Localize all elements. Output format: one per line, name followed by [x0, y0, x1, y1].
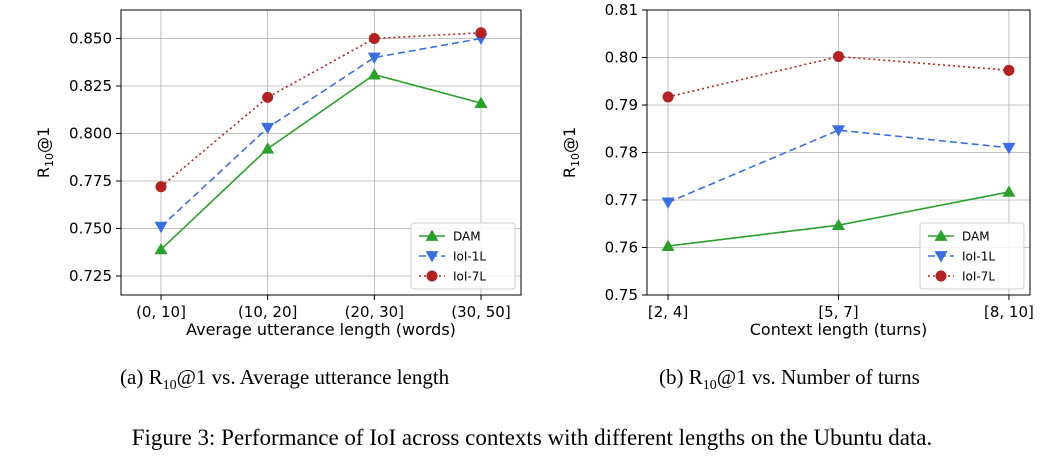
- data-point: [154, 242, 168, 255]
- y-axis-title-tail: @1: [34, 127, 53, 153]
- y-tick-label: 0.77: [605, 191, 638, 209]
- x-tick-label: [2, 4]: [648, 303, 688, 321]
- legend-label: IoI-7L: [962, 270, 995, 284]
- data-point: [1002, 185, 1016, 197]
- y-axis-title-sub: 10: [43, 153, 56, 167]
- data-point: [261, 142, 275, 154]
- subcaption-b-text: @1 vs. Number of turns: [716, 365, 920, 389]
- subcaption-b-label: (b): [659, 365, 684, 389]
- legend-marker: [425, 229, 439, 241]
- series-ioi-7l: [155, 27, 487, 193]
- series-ioi-7l: [662, 51, 1015, 103]
- x-tick-label: [8, 10]: [984, 303, 1034, 321]
- data-point: [475, 27, 487, 39]
- legend-marker: [935, 270, 947, 282]
- chart-2: 0.75 0.76 0.77 0.78 0.79 0.80 0.81 [2, 4] [5, 7]…: [560, 1, 1034, 339]
- y-tick-label: 0.850: [69, 30, 112, 48]
- legend-marker: [426, 270, 438, 282]
- legend-marker: [425, 251, 439, 263]
- data-point: [155, 181, 167, 193]
- figure-caption: Figure 3: Performance of IoI across cont…: [131, 425, 933, 450]
- y-axis-title: R10@1: [34, 127, 56, 178]
- data-point: [368, 33, 380, 44]
- plot-frame: [646, 9, 1031, 296]
- chart-1: 0.725 0.750 0.775 0.800 0.825 0.850 (0, 10] (10…: [34, 9, 522, 339]
- y-axis-title-sub: 10: [569, 153, 582, 167]
- subcaption-a-text: @1 vs. Average utterance length: [176, 365, 450, 389]
- legend: DAM IoI-1L IoI-7L: [919, 222, 1025, 290]
- data-point: [832, 125, 845, 137]
- series-dam: [661, 185, 1016, 251]
- x-tick-label: (0, 10]: [136, 303, 186, 321]
- legend-label: DAM: [453, 230, 481, 244]
- y-tick-label: 0.75: [605, 286, 638, 304]
- series-ioi-1l: [661, 125, 1016, 209]
- y-tick-label: 0.78: [605, 144, 638, 162]
- subcaption-a: (a) R10@1 vs. Average utterance length: [120, 365, 449, 394]
- data-point: [1002, 142, 1016, 155]
- y-tick-label: 0.76: [605, 239, 638, 257]
- y-tick-label: 0.825: [69, 77, 112, 95]
- legend-marker: [934, 251, 948, 263]
- data-point: [261, 122, 275, 135]
- data-point: [262, 91, 274, 103]
- y-tick-label: 0.79: [605, 96, 638, 114]
- data-point: [832, 218, 845, 231]
- subcaption-b: (b) R10@1 vs. Number of turns: [659, 365, 920, 394]
- subcaption-a-metric: R10: [148, 365, 177, 394]
- data-point: [833, 51, 844, 63]
- y-axis-title-main: R: [34, 167, 53, 178]
- data-point: [474, 96, 488, 108]
- y-tick-label: 0.80: [605, 49, 638, 67]
- x-axis-title: Context length (turns): [750, 320, 928, 339]
- series-line: [160, 73, 482, 250]
- series-line: [667, 129, 1010, 204]
- y-tick-label: 0.81: [605, 1, 638, 19]
- y-tick-label: 0.775: [69, 172, 112, 190]
- y-axis-title-main: R: [560, 167, 579, 178]
- series-line: [160, 32, 482, 188]
- y-tick-label: 0.725: [69, 267, 112, 285]
- data-point: [154, 221, 168, 234]
- subcaption-a-label: (a): [120, 365, 144, 389]
- y-axis-title: R10@1: [560, 127, 582, 178]
- legend-marker: [934, 229, 948, 241]
- data-point: [661, 197, 675, 209]
- plot-frame: [120, 9, 522, 296]
- x-tick-label: (30, 50]: [451, 303, 510, 321]
- x-axis-title: Average utterance length (words): [186, 320, 456, 339]
- data-point: [367, 68, 381, 80]
- data-point: [367, 52, 381, 64]
- x-tick-label: [5, 7]: [818, 303, 858, 321]
- legend-label: IoI-1L: [962, 250, 995, 264]
- x-tick-label: (10, 20]: [238, 303, 297, 321]
- data-point: [1003, 64, 1015, 76]
- series-dam: [154, 68, 488, 255]
- series-line: [160, 37, 482, 228]
- data-point: [661, 239, 675, 251]
- y-tick-label: 0.750: [69, 220, 112, 238]
- x-tick-label: (20, 30]: [345, 303, 404, 321]
- legend: DAM IoI-1L IoI-7L: [410, 222, 516, 290]
- legend-label: DAM: [962, 230, 990, 244]
- legend-label: IoI-1L: [453, 250, 486, 264]
- y-tick-label: 0.800: [69, 125, 112, 143]
- legend-label: IoI-7L: [453, 270, 486, 284]
- y-axis-title-tail: @1: [560, 127, 579, 153]
- subcaption-b-metric: R10: [688, 365, 717, 394]
- data-point: [662, 91, 674, 103]
